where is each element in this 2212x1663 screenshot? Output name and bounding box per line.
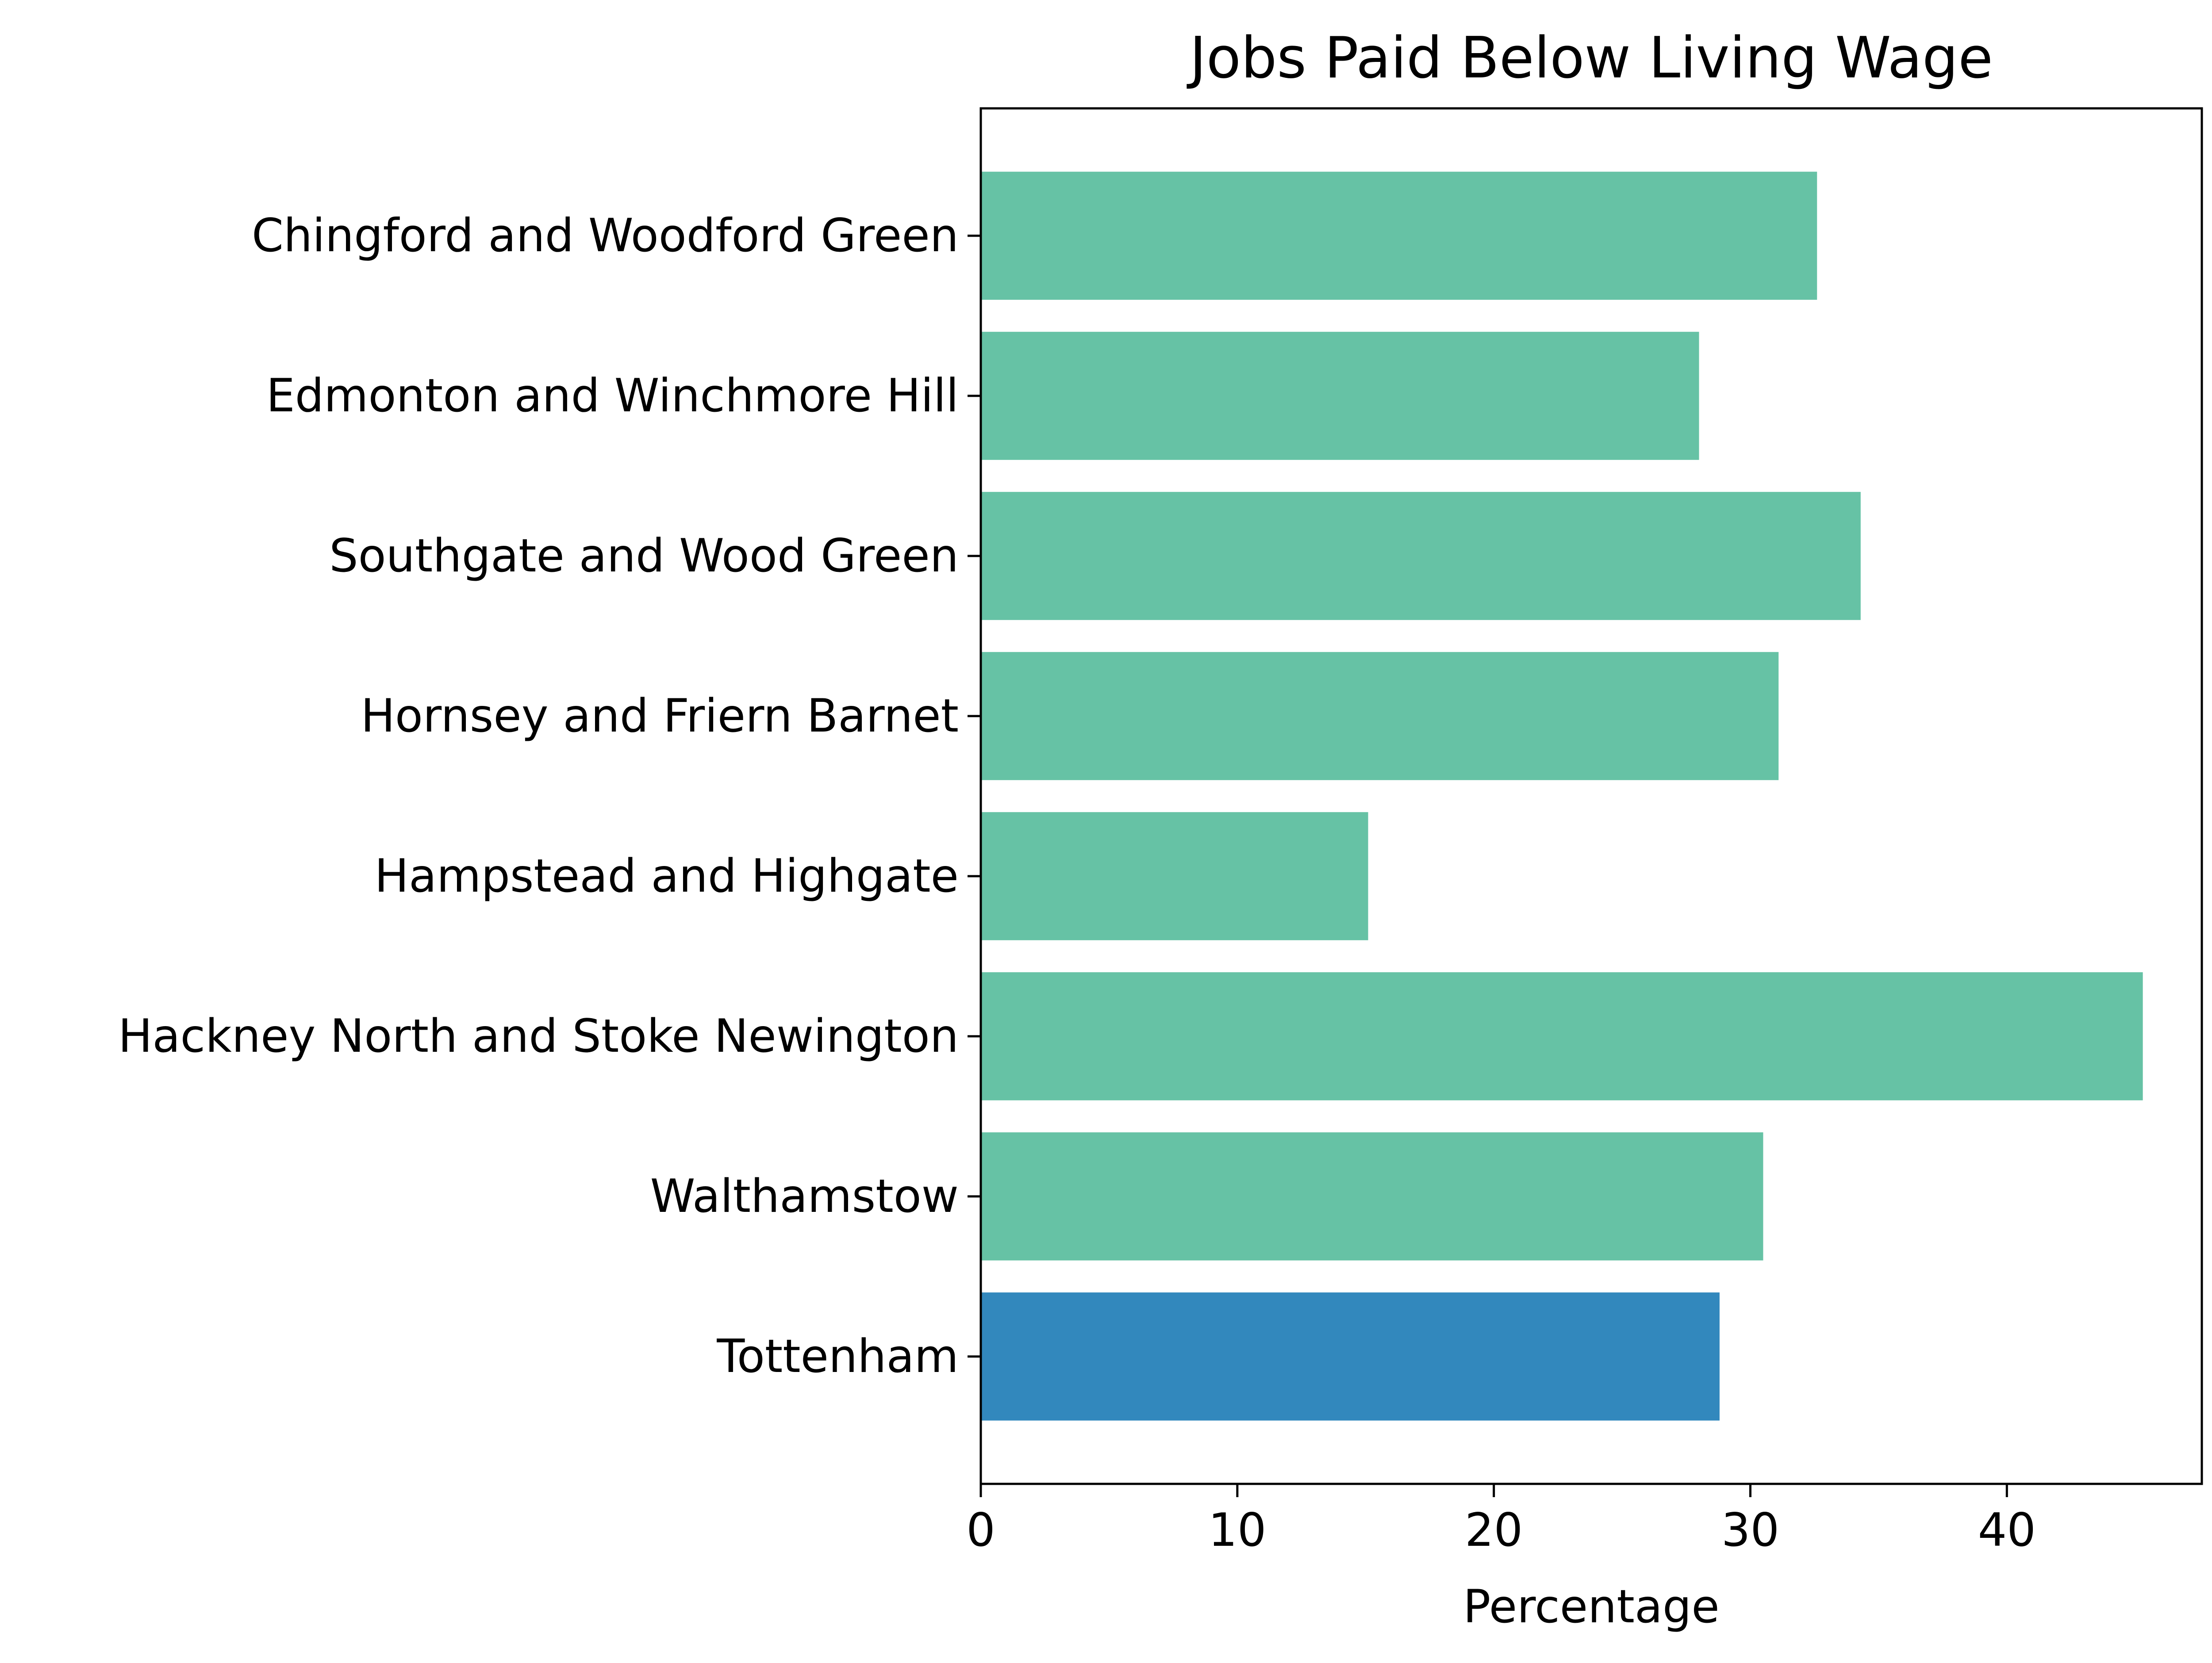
y-tick-label: Southgate and Wood Green [329,529,959,582]
x-tick-label: 30 [1721,1504,1779,1557]
x-tick-label: 0 [966,1504,995,1557]
chart-title: Jobs Paid Below Living Wage [1187,25,1993,91]
bar-hackney-north-and-stoke-newington [981,972,2143,1100]
y-tick-label: Hampstead and Highgate [375,850,959,903]
y-tick-label: Hackney North and Stoke Newington [118,1010,959,1063]
x-tick-label: 10 [1208,1504,1266,1557]
y-tick-label: Edmonton and Winchmore Hill [266,369,959,422]
y-tick-label: Walthamstow [650,1170,959,1223]
bar-chingford-and-woodford-green [981,172,1817,300]
y-tick-label: Chingford and Woodford Green [252,209,959,262]
bar-southgate-and-wood-green [981,492,1861,620]
plot-frame [979,107,2203,1485]
bar-hampstead-and-highgate [981,812,1368,940]
bar-walthamstow [981,1132,1763,1261]
y-axis: Chingford and Woodford Green Edmonton and… [118,209,981,1383]
bar-tottenham [981,1292,1720,1421]
y-tick-label: Hornsey and Friern Barnet [361,690,959,743]
bar-edmonton-and-winchmore-hill [981,332,1699,460]
x-axis-label: Percentage [1463,1580,1719,1633]
y-tick-label: Tottenham [716,1330,959,1383]
bars-group [981,172,2143,1421]
x-tick-label: 40 [1978,1504,2036,1557]
x-axis: 0 10 20 30 40 [966,1484,2036,1557]
bar-hornsey-and-friern-barnet [981,652,1779,780]
x-tick-label: 20 [1465,1504,1523,1557]
